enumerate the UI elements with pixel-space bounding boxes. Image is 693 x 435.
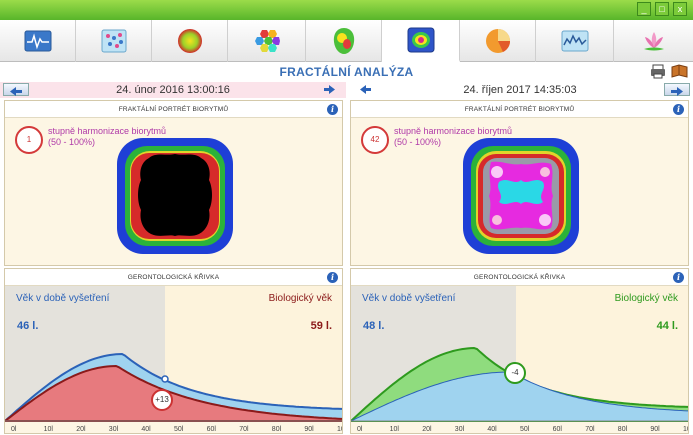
axis-tick-label: 60l: [553, 426, 563, 433]
axis-tick-label: 100l: [337, 426, 343, 433]
right-bio-age-label: Biologický věk: [614, 293, 678, 304]
left-next-button[interactable]: [323, 84, 337, 95]
axis-tick-label: 100l: [683, 426, 689, 433]
book-icon[interactable]: [671, 64, 688, 79]
axis-tick-label: 30l: [109, 426, 119, 433]
axis-tick-label: 90l: [650, 426, 660, 433]
tool-sphere[interactable]: [152, 20, 228, 62]
right-next-button[interactable]: [664, 83, 690, 96]
left-prev-button[interactable]: [3, 83, 29, 96]
tool-pie[interactable]: [460, 20, 536, 62]
right-prev-button[interactable]: [358, 84, 372, 95]
axis-tick-label: 10l: [390, 426, 400, 433]
minimize-button[interactable]: _: [637, 2, 651, 16]
axis-tick-label: 70l: [239, 426, 249, 433]
arrow-left-icon: [10, 87, 22, 96]
close-button[interactable]: x: [673, 2, 687, 16]
right-harmonization-range: (50 - 100%): [394, 137, 442, 147]
axis-tick-label: 40l: [487, 426, 497, 433]
tool-fractal[interactable]: [382, 20, 460, 62]
axis-tick-label: 0l: [357, 426, 363, 433]
axis-tick-label: 0l: [11, 426, 17, 433]
axis-tick-label: 20l: [422, 426, 432, 433]
axis-tick-label: 20l: [76, 426, 86, 433]
waveform-tool-icon: [561, 30, 588, 52]
main-toolbar: [0, 20, 693, 62]
axis-tick-label: 60l: [207, 426, 217, 433]
left-age-at-exam-label: Věk v době vyšetření: [16, 293, 110, 304]
right-fractal-panel: FRAKTÁLNÍ PORTRÉT BIORYTMŮ i 42 stupně h…: [350, 100, 689, 266]
right-harmonization-label: stupně harmonizace biorytmů: [394, 126, 513, 136]
right-age-difference-badge: -4: [504, 362, 526, 384]
tool-hexagons[interactable]: [228, 20, 306, 62]
right-geronto-chart: 0l 10l 20l 30l 40l 50l 60l 70l 80l 90l 100l: [351, 286, 689, 433]
right-bio-age-value: 44 l.: [656, 320, 678, 332]
left-age-difference-badge: +13: [151, 389, 173, 411]
info-icon[interactable]: i: [327, 272, 338, 283]
left-geronto-panel: GERONTOLOGICKÁ KŘIVKA i 0l 10l 20l 30l 40l 50…: [4, 268, 343, 434]
left-date-bar: 24. únor 2016 13:00:16: [0, 82, 346, 98]
right-fractal-header: FRAKTÁLNÍ PORTRÉT BIORYTMŮ: [351, 101, 688, 118]
left-bio-age-label: Biologický věk: [268, 293, 332, 304]
fractal-tool-icon: [407, 27, 434, 53]
axis-tick-label: 30l: [455, 426, 465, 433]
left-bio-curve: [5, 364, 342, 422]
left-geronto-header: GERONTOLOGICKÁ KŘIVKA: [5, 269, 342, 286]
left-fractal-header: FRAKTÁLNÍ PORTRÉT BIORYTMŮ: [5, 101, 342, 118]
left-harmonization-range: (50 - 100%): [48, 137, 96, 147]
right-geronto-panel: GERONTOLOGICKÁ KŘIVKA i 0l 10l 20l 30l 40l 50…: [350, 268, 689, 434]
window-titlebar: _ □ x: [0, 0, 693, 20]
left-age-at-exam-value: 46 l.: [17, 320, 39, 332]
info-icon[interactable]: i: [673, 272, 684, 283]
axis-tick-label: 80l: [272, 426, 282, 433]
tool-lotus[interactable]: [614, 20, 693, 62]
info-icon[interactable]: i: [673, 104, 684, 115]
axis-tick-label: 90l: [304, 426, 314, 433]
left-harmonization-badge: 1: [15, 126, 43, 154]
left-bio-age-value: 59 l.: [310, 320, 332, 332]
tool-heatmap[interactable]: [306, 20, 382, 62]
info-icon[interactable]: i: [327, 104, 338, 115]
tool-waveform[interactable]: [536, 20, 614, 62]
page-title: FRACTÁLNÍ ANALÝZA: [279, 65, 414, 79]
page-title-row: FRACTÁLNÍ ANALÝZA: [0, 62, 693, 82]
axis-tick-label: 40l: [141, 426, 151, 433]
tool-grid-dots[interactable]: [76, 20, 152, 62]
right-date-bar: 24. říjen 2017 14:35:03: [347, 82, 693, 98]
axis-tick-label: 50l: [174, 426, 184, 433]
axis-tick-label: 80l: [618, 426, 628, 433]
left-fractal-image: [117, 138, 233, 254]
left-geronto-chart: 0l 10l 20l 30l 40l 50l 60l 70l 80l 90l 100l: [5, 286, 343, 433]
right-age-at-exam-value: 48 l.: [363, 320, 385, 332]
lotus-tool-icon: [643, 32, 664, 51]
axis-tick-label: 10l: [44, 426, 54, 433]
maximize-button[interactable]: □: [655, 2, 669, 16]
ecg-tool-icon: [24, 30, 51, 52]
left-age-marker: [161, 375, 169, 383]
pie-tool-icon: [485, 29, 510, 53]
right-fractal-image: [463, 138, 579, 254]
left-harmonization-label: stupně harmonizace biorytmů: [48, 126, 167, 136]
left-fractal-panel: FRAKTÁLNÍ PORTRÉT BIORYTMŮ i 1 stupně ha…: [4, 100, 343, 266]
right-date-label: 24. říjen 2017 14:35:03: [463, 84, 577, 96]
hexagons-tool-icon: [254, 30, 280, 52]
heatmap-tool-icon: [333, 28, 354, 54]
right-geronto-header: GERONTOLOGICKÁ KŘIVKA: [351, 269, 688, 286]
print-icon[interactable]: [650, 64, 666, 79]
sphere-tool-icon: [177, 29, 202, 53]
arrow-right-icon: [671, 87, 683, 96]
tool-ecg[interactable]: [0, 20, 76, 62]
axis-tick-label: 70l: [585, 426, 595, 433]
grid-dots-tool-icon: [101, 29, 126, 53]
right-age-at-exam-label: Věk v době vyšetření: [362, 293, 456, 304]
right-harmonization-badge: 42: [361, 126, 389, 154]
left-date-label: 24. únor 2016 13:00:16: [116, 84, 230, 96]
axis-tick-label: 50l: [520, 426, 530, 433]
